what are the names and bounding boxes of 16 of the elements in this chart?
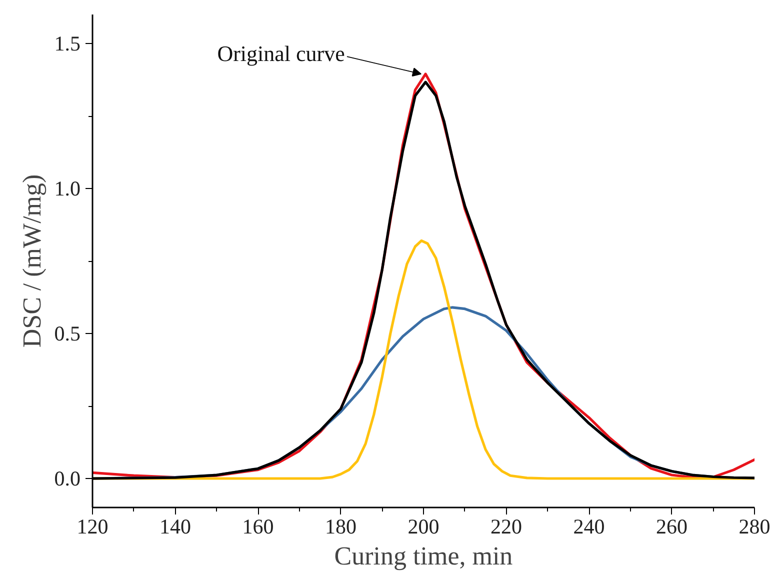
y-tick-label: 0.5 (54, 322, 80, 346)
x-tick-label: 260 (656, 514, 688, 538)
y-axis-title: DSC / (mW/mg) (17, 174, 46, 348)
x-tick-label: 240 (573, 514, 605, 538)
y-tick-label: 1.0 (54, 176, 80, 200)
y-tick-label: 1.5 (54, 32, 80, 56)
x-tick-label: 160 (242, 514, 274, 538)
annotation: Original curve (217, 41, 345, 66)
x-tick-label: 180 (325, 514, 356, 538)
y-tick-label: 0.0 (54, 466, 80, 490)
x-tick-label: 200 (408, 514, 440, 538)
x-axis-title: Curing time, min (334, 542, 513, 570)
x-tick-label: 120 (76, 514, 108, 538)
x-tick-label: 140 (160, 514, 191, 538)
x-tick-label: 220 (490, 514, 522, 538)
x-tick-label: 280 (738, 514, 770, 538)
